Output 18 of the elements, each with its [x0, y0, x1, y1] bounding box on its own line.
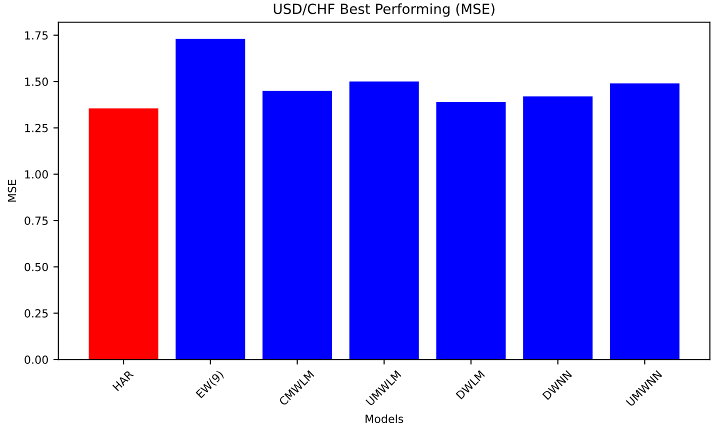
- y-tick-label: 0.00: [24, 355, 48, 364]
- bar: [523, 96, 593, 360]
- y-axis-title: MSE: [8, 180, 16, 202]
- bar: [176, 38, 246, 360]
- bar: [436, 102, 506, 360]
- bar: [610, 83, 680, 360]
- y-tick-label: 1.50: [25, 78, 48, 86]
- bar: [88, 108, 158, 360]
- y-tick-label: 1.25: [25, 124, 48, 132]
- bar: [349, 82, 419, 360]
- y-tick-label: 0.50: [24, 262, 48, 272]
- y-tick-label: 0.25: [24, 309, 48, 318]
- x-axis-title: Models: [366, 414, 404, 424]
- bar: [262, 90, 332, 360]
- chart-title: USD/CHF Best Performing (MSE): [274, 3, 494, 17]
- y-tick-label: 1.00: [25, 170, 48, 179]
- y-tick-label: 0.75: [24, 216, 48, 225]
- y-tick-label: 1.75: [25, 31, 48, 40]
